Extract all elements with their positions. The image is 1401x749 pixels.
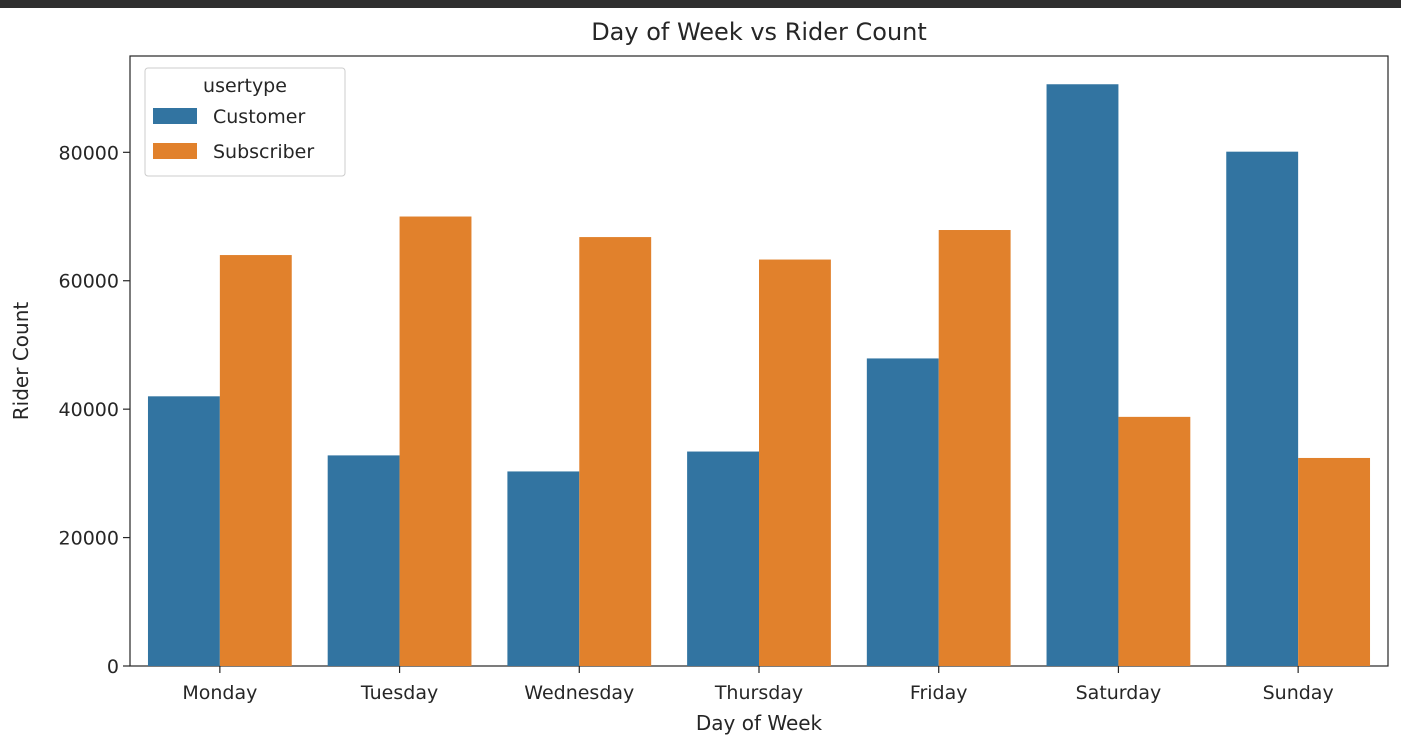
legend-swatch-subscriber: [153, 143, 197, 159]
bar-customer-monday: [147, 396, 220, 666]
x-axis-label: Day of Week: [696, 711, 823, 735]
bar-subscriber-thursday: [759, 259, 831, 666]
x-tick-label: Sunday: [1263, 682, 1334, 704]
bar-subscriber-saturday: [1118, 416, 1191, 666]
x-tick-label: Wednesday: [524, 682, 634, 704]
x-tick-label: Tuesday: [360, 682, 438, 704]
bar-subscriber-sunday: [1298, 457, 1371, 666]
x-axis: Monday Tuesday Wednesday Thursday Friday Satu…: [182, 666, 1334, 704]
bar-customer-tuesday: [327, 455, 400, 666]
x-tick-label: Friday: [910, 682, 968, 704]
chart-title: Day of Week vs Rider Count: [591, 18, 927, 46]
bar-subscriber-friday: [938, 230, 1011, 666]
bars-layer: [147, 84, 1371, 667]
bar-customer-sunday: [1226, 151, 1299, 666]
bar-customer-saturday: [1046, 84, 1119, 667]
legend-items: Customer Subscriber: [153, 106, 314, 163]
y-tick-label: 0: [107, 656, 119, 678]
y-tick-label: 20000: [59, 528, 119, 550]
y-tick-label: 80000: [59, 142, 119, 164]
bar-subscriber-wednesday: [579, 237, 652, 667]
y-axis-label: Rider Count: [9, 302, 33, 421]
x-tick-label: Saturday: [1076, 682, 1162, 704]
bar-subscriber-monday: [219, 255, 292, 667]
bar-subscriber-tuesday: [399, 216, 472, 667]
x-tick-label: Monday: [182, 682, 257, 704]
bar-customer-friday: [866, 358, 939, 666]
legend-title: usertype: [203, 75, 287, 97]
legend-label-customer: Customer: [213, 106, 305, 128]
legend-swatch-customer: [153, 108, 197, 124]
y-tick-label: 40000: [59, 399, 119, 421]
bar-customer-thursday: [687, 451, 759, 666]
legend: usertype Customer Subscriber: [144, 67, 346, 177]
legend-label-subscriber: Subscriber: [213, 141, 314, 163]
y-axis: 0 20000 40000 60000 80000: [59, 142, 130, 678]
y-tick-label: 60000: [59, 271, 119, 293]
bar-customer-wednesday: [507, 471, 580, 666]
x-tick-label: Thursday: [714, 682, 803, 704]
window-top-strip: [0, 0, 1401, 8]
